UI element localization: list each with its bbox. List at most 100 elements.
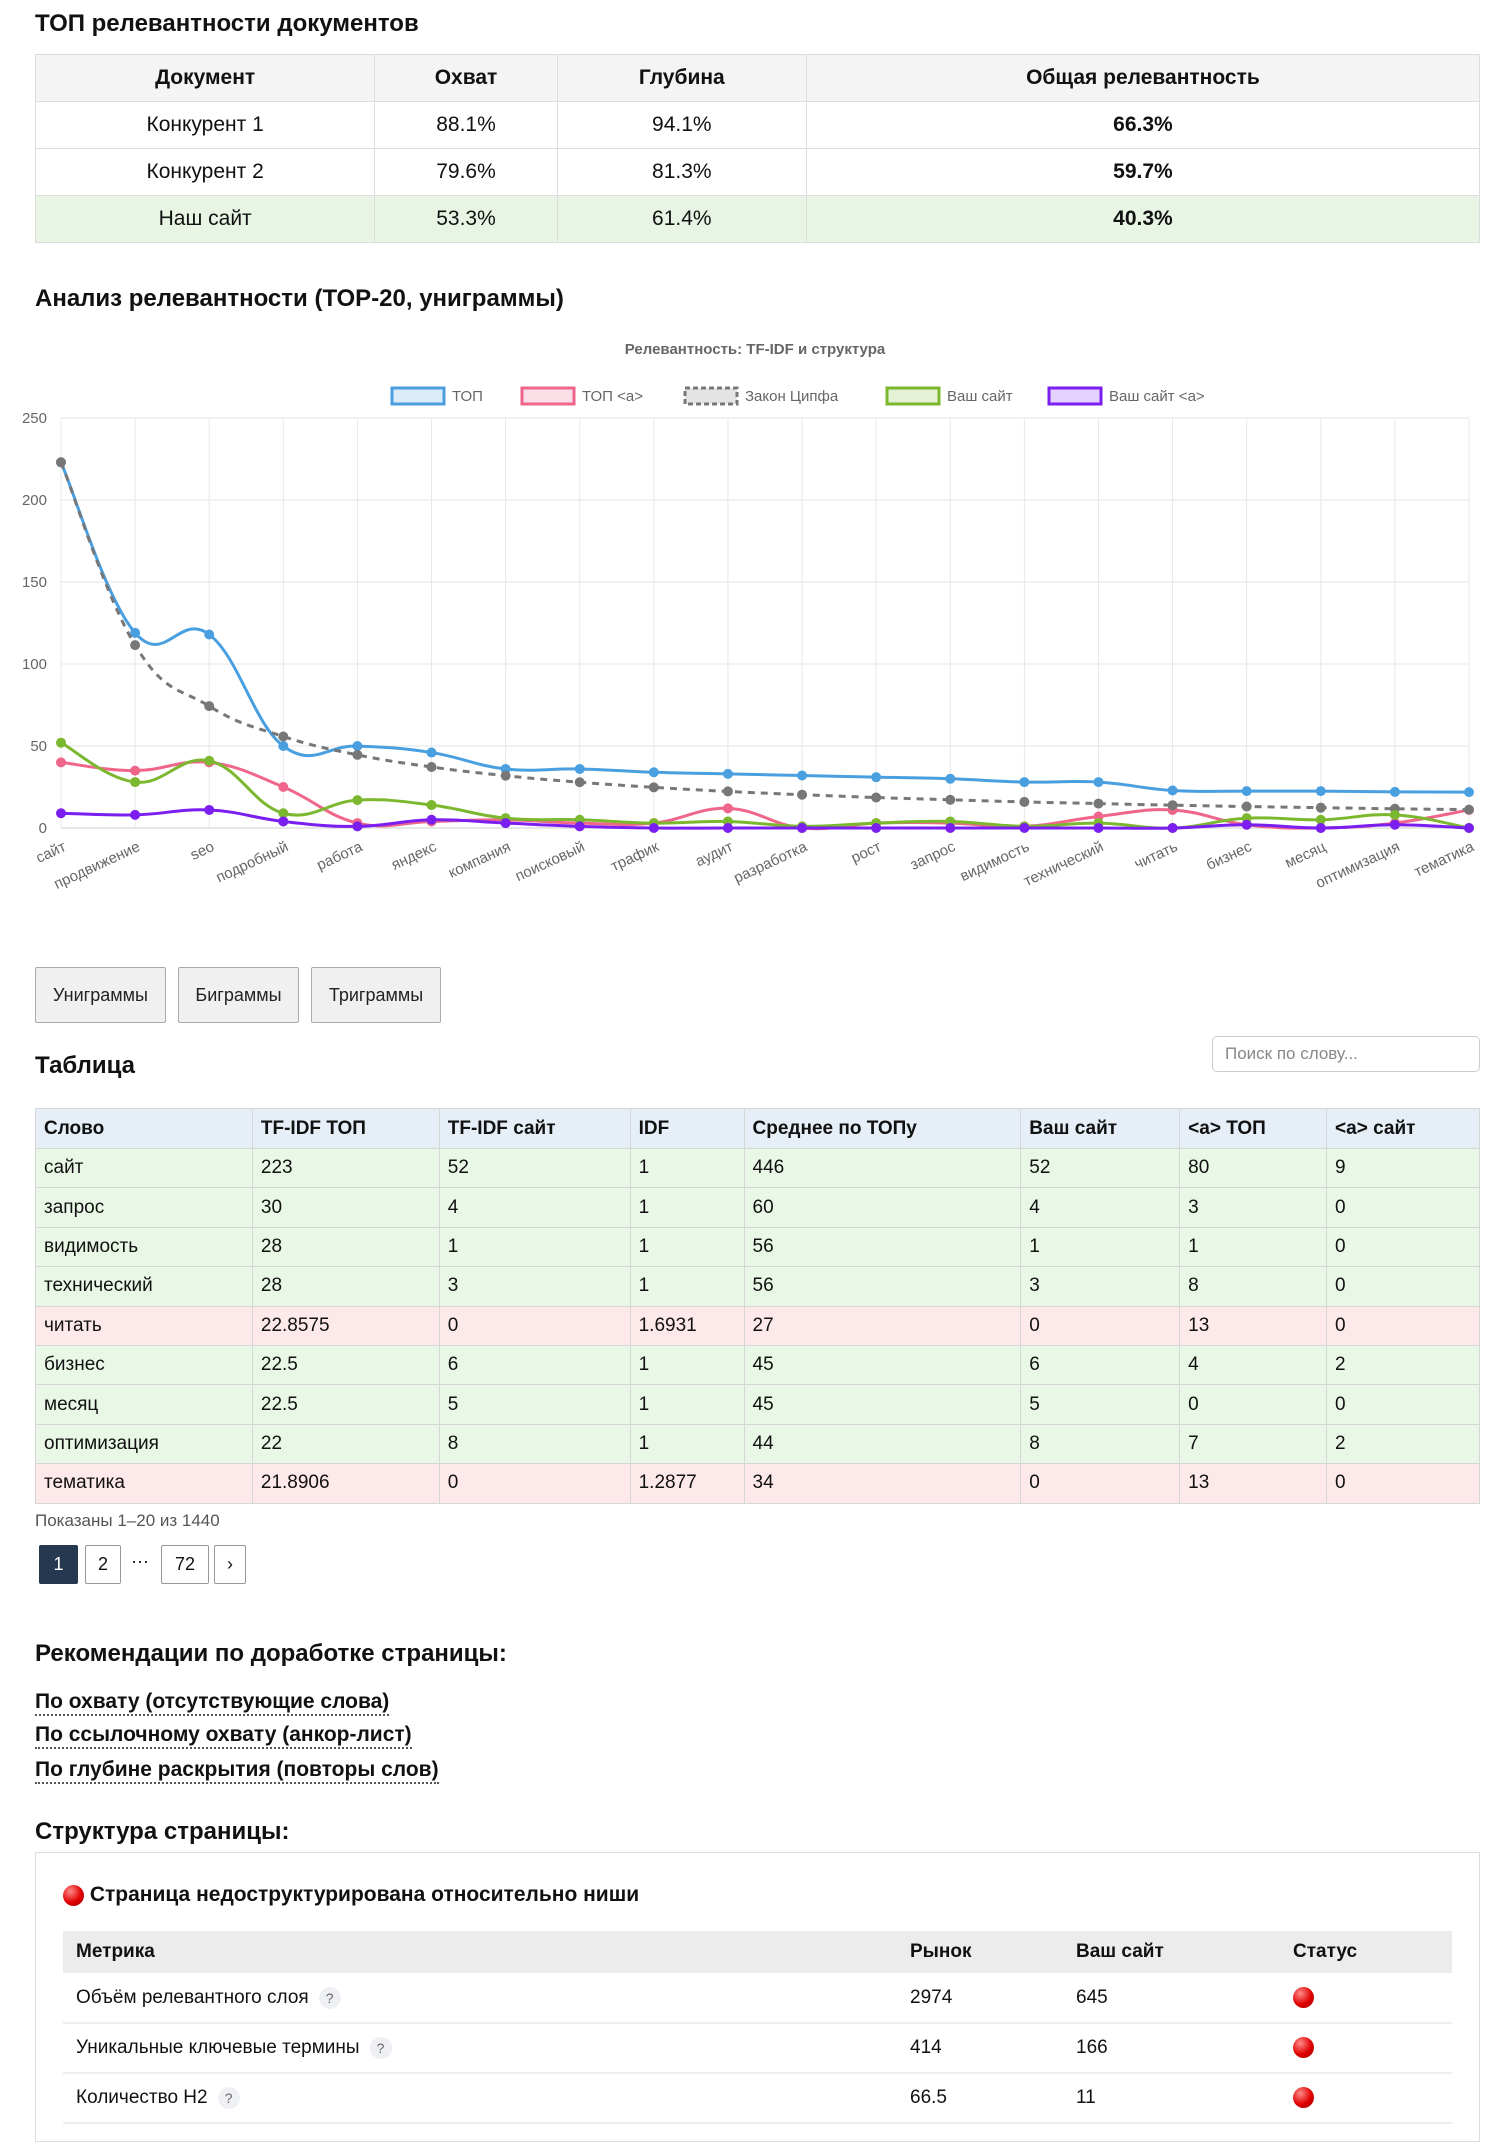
column-header[interactable]: TF-IDF сайт (438, 1108, 631, 1149)
series-line (60, 741, 1470, 830)
table-cell: 21.8906 (251, 1463, 440, 1504)
table-cell: 0 (1020, 1305, 1181, 1346)
column-header[interactable]: <a> ТОП (1179, 1108, 1328, 1149)
table-cell: 2 (1326, 1423, 1480, 1465)
help-icon[interactable]: ? (369, 2037, 392, 2059)
table-row: запрос 30 4 1 60 4 3 0 (35, 1187, 1480, 1228)
table-cell: 223 (251, 1147, 440, 1189)
column-header: Документ (34, 54, 376, 102)
x-tick-label: бизнес (1204, 838, 1255, 874)
table-row: месяц 22.5 5 1 45 5 0 0 (35, 1384, 1480, 1425)
unigrams-button[interactable]: Униграммы (35, 967, 166, 1023)
data-point (278, 731, 289, 742)
table-cell: технический (35, 1266, 253, 1307)
table-cell: месяц (35, 1384, 253, 1425)
table-cell: 0 (1179, 1384, 1328, 1425)
data-point (1315, 823, 1326, 833)
table-cell: 1.6931 (629, 1305, 745, 1346)
market-cell: 2974 (897, 1973, 1063, 2024)
table-cell: 1.2877 (629, 1463, 745, 1504)
metric-label: Количество H2 (76, 2087, 208, 2108)
coverage-link[interactable]: По охвату (отсутствующие слова) (35, 1690, 390, 1716)
column-header[interactable]: IDF (629, 1108, 745, 1149)
data-point (352, 795, 363, 806)
table-cell: 40.3% (805, 195, 1481, 243)
data-point (1241, 786, 1252, 797)
table-row: бизнес 22.5 6 1 45 6 4 2 (35, 1344, 1480, 1386)
data-point (56, 457, 66, 468)
x-tick-label: месяц (1282, 838, 1328, 872)
data-point (722, 823, 733, 833)
market-cell: 414 (897, 2023, 1063, 2074)
word-search-input[interactable] (1212, 1036, 1480, 1072)
data-point (648, 767, 659, 778)
data-point (574, 777, 585, 788)
x-tick-label: трафик (608, 838, 662, 875)
data-point (426, 814, 437, 825)
table-cell: 66.3% (805, 101, 1481, 149)
series-line (59, 461, 1470, 794)
table-cell: 45 (743, 1344, 1022, 1386)
status-cell (1280, 2073, 1452, 2124)
column-header[interactable]: TF-IDF ТОП (251, 1108, 440, 1149)
data-point (722, 768, 733, 779)
metric-cell: Уникальные ключевые термины? (63, 2023, 897, 2074)
page-2-button[interactable]: 2 (85, 1545, 121, 1584)
table-cell: 0 (1326, 1463, 1480, 1504)
table-cell: 60 (743, 1187, 1022, 1228)
column-header[interactable]: Среднее по ТОПу (743, 1108, 1022, 1149)
trigrams-button[interactable]: Триграммы (311, 967, 441, 1023)
table-cell: 8 (1179, 1266, 1328, 1307)
data-point (1093, 823, 1104, 833)
metric-label: Уникальные ключевые термины (76, 2037, 360, 2058)
table-cell: 5 (1020, 1384, 1181, 1425)
table-cell: 0 (1020, 1463, 1181, 1504)
depth-link[interactable]: По глубине раскрытия (повторы слов) (35, 1758, 439, 1784)
table-cell: 1 (438, 1226, 631, 1268)
help-icon[interactable]: ? (217, 2087, 240, 2109)
data-point (500, 770, 511, 781)
table-cell: 0 (438, 1463, 631, 1504)
help-icon[interactable]: ? (318, 1986, 341, 2009)
data-point (945, 794, 956, 805)
column-header[interactable]: <a> сайт (1326, 1108, 1480, 1149)
table-cell: запрос (35, 1187, 253, 1228)
column-header[interactable]: Слово (35, 1108, 253, 1149)
shown-count: Показаны 1–20 из 1440 (35, 1511, 220, 1530)
table-cell: 1 (629, 1187, 745, 1228)
column-header: Рынок (897, 1931, 1063, 1973)
data-point (204, 755, 215, 766)
legend-swatch (885, 386, 941, 406)
data-point (1389, 819, 1400, 830)
table-cell: видимость (35, 1226, 253, 1268)
next-page-button[interactable]: › (214, 1545, 246, 1584)
verdict-text: Страница недоструктурирована относительн… (89, 1883, 640, 1906)
status-cell (1280, 1973, 1452, 2024)
pagination-ellipsis: ··· (131, 1551, 149, 1571)
market-cell: 66.5 (897, 2073, 1063, 2124)
column-header[interactable]: Ваш сайт (1020, 1108, 1181, 1149)
page-1-button[interactable]: 1 (39, 1545, 78, 1584)
x-tick-label: аудит (693, 838, 736, 870)
bigrams-button[interactable]: Биграммы (178, 967, 299, 1023)
red-status-icon (1293, 2037, 1314, 2059)
data-point (278, 808, 289, 819)
data-point (278, 816, 289, 827)
analysis-title: Анализ релевантности (ТОР-20, униграммы) (35, 285, 564, 312)
x-tick-label: яндекс (389, 838, 440, 874)
table-cell: 4 (1020, 1187, 1181, 1228)
data-point (1167, 823, 1178, 833)
data-point (1315, 802, 1326, 813)
table-cell: Конкурент 1 (34, 101, 376, 149)
data-point (130, 809, 141, 820)
table-cell: 45 (743, 1384, 1022, 1425)
data-point (1241, 801, 1252, 812)
table-cell: 1 (629, 1384, 745, 1425)
x-tick-label: работа (314, 838, 366, 874)
page-72-button[interactable]: 72 (161, 1545, 209, 1584)
anchor-coverage-link[interactable]: По ссылочному охвату (анкор-лист) (35, 1723, 412, 1749)
y-tick-label: 150 (22, 574, 47, 591)
data-point (130, 640, 141, 651)
data-point (1019, 796, 1030, 807)
y-tick-label: 200 (22, 492, 47, 509)
